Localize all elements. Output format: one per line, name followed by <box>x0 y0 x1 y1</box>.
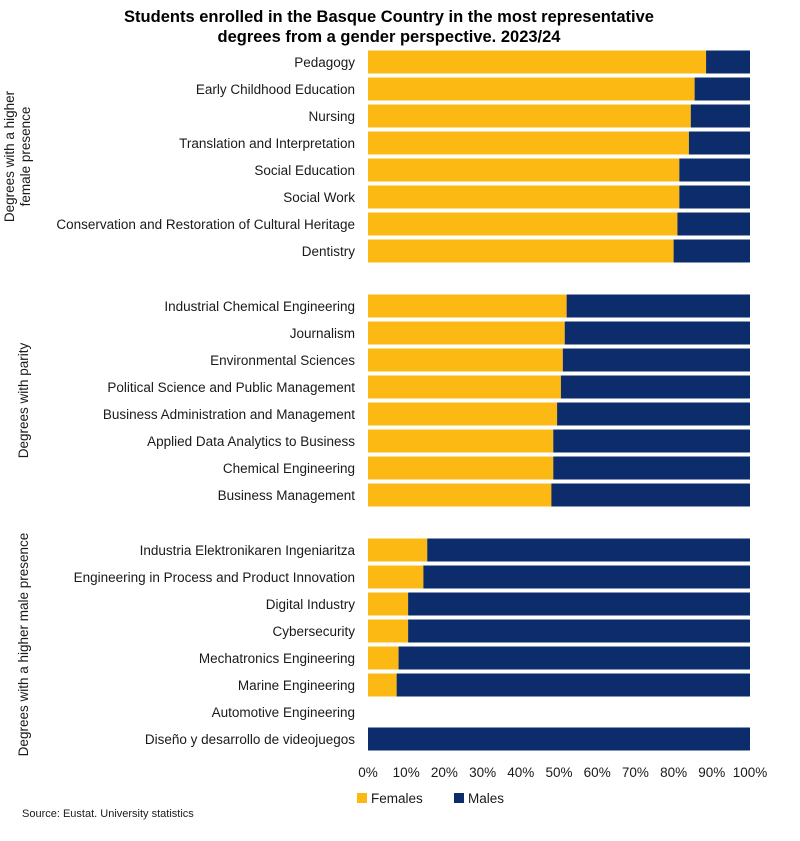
bar-males <box>562 348 750 372</box>
bar-females <box>368 592 409 616</box>
bar-males <box>694 77 750 101</box>
category-label: Business Management <box>218 488 356 503</box>
x-tick-label: 80% <box>660 765 687 780</box>
bar-males <box>564 321 750 345</box>
category-label: Dentistry <box>302 244 356 259</box>
bar-females <box>368 131 689 155</box>
x-tick-label: 0% <box>358 765 378 780</box>
bar-females <box>368 239 674 263</box>
x-tick-label: 20% <box>431 765 458 780</box>
bar-females <box>368 483 552 507</box>
bar-females <box>368 538 428 562</box>
category-label: Automotive Engineering <box>212 705 355 720</box>
category-label: Early Childhood Education <box>196 82 355 97</box>
bar-females <box>368 77 695 101</box>
bar-males <box>706 50 750 74</box>
source-note: Source: Eustat. University statistics <box>22 808 194 820</box>
category-label: Engineering in Process and Product Innov… <box>74 570 355 585</box>
x-tick-label: 90% <box>698 765 725 780</box>
bar-males <box>688 131 750 155</box>
legend-label-females: Females <box>371 791 423 806</box>
category-label: Applied Data Analytics to Business <box>147 434 355 449</box>
category-label: Diseño y desarrollo de videojuegos <box>145 732 355 747</box>
bar-males <box>553 429 750 453</box>
category-label: Business Administration and Management <box>103 407 355 422</box>
bar-females <box>368 50 707 74</box>
bar-males <box>557 402 750 426</box>
bar-males <box>408 619 750 643</box>
category-label: Social Work <box>283 190 355 205</box>
bar-females <box>368 185 680 209</box>
category-label: Marine Engineering <box>238 678 355 693</box>
category-label: Political Science and Public Management <box>107 380 355 395</box>
bar-males <box>679 185 750 209</box>
category-label: Digital Industry <box>266 597 356 612</box>
group-label: female presence <box>18 107 33 207</box>
x-tick-label: 50% <box>545 765 572 780</box>
bar-females <box>368 402 558 426</box>
bar-females <box>368 212 678 236</box>
bar-females <box>368 565 424 589</box>
bar-females <box>368 429 554 453</box>
category-label: Translation and Interpretation <box>179 136 355 151</box>
bar-males <box>423 565 750 589</box>
bar-males <box>679 158 750 182</box>
bar-males <box>673 239 750 263</box>
bar-males <box>427 538 750 562</box>
x-tick-label: 40% <box>507 765 534 780</box>
category-label: Social Education <box>254 163 355 178</box>
group-label: Degrees with parity <box>16 342 31 458</box>
group-label: Degrees with a higher male presence <box>16 533 31 757</box>
bar-males <box>551 483 750 507</box>
x-tick-label: 70% <box>622 765 649 780</box>
category-label: Pedagogy <box>294 55 355 70</box>
legend-label-males: Males <box>468 791 504 806</box>
category-label: Industrial Chemical Engineering <box>164 299 355 314</box>
category-label: Nursing <box>308 109 355 124</box>
bar-males <box>560 375 750 399</box>
legend-swatch-males <box>454 793 464 803</box>
x-tick-label: 100% <box>733 765 768 780</box>
bar-females <box>368 619 409 643</box>
bar-males <box>368 727 750 751</box>
bar-females <box>368 375 561 399</box>
group-label: Degrees with a higher <box>2 90 17 222</box>
bar-females <box>368 646 399 670</box>
category-label: Cybersecurity <box>272 624 355 639</box>
bar-females <box>368 348 563 372</box>
x-tick-label: 60% <box>584 765 611 780</box>
chart-title-line: Students enrolled in the Basque Country … <box>124 8 654 26</box>
x-tick-label: 30% <box>469 765 496 780</box>
bar-males <box>690 104 750 128</box>
bar-males <box>408 592 750 616</box>
bar-females <box>368 294 567 318</box>
category-label: Mechatronics Engineering <box>199 651 355 666</box>
bar-females <box>368 673 397 697</box>
bar-males <box>396 673 750 697</box>
bar-females <box>368 321 565 345</box>
category-label: Environmental Sciences <box>210 353 355 368</box>
bar-males <box>553 456 750 480</box>
legend-swatch-females <box>357 793 367 803</box>
x-tick-label: 10% <box>393 765 420 780</box>
category-label: Industria Elektronikaren Ingeniaritza <box>140 543 356 558</box>
bar-males <box>398 646 750 670</box>
bar-females <box>368 104 691 128</box>
category-label: Chemical Engineering <box>223 461 355 476</box>
bar-males <box>677 212 750 236</box>
bar-females <box>368 158 680 182</box>
category-label: Conservation and Restoration of Cultural… <box>56 217 355 232</box>
category-label: Journalism <box>290 326 355 341</box>
bar-males <box>566 294 750 318</box>
chart-title-line: degrees from a gender perspective. 2023/… <box>217 28 561 46</box>
bar-females <box>368 456 554 480</box>
